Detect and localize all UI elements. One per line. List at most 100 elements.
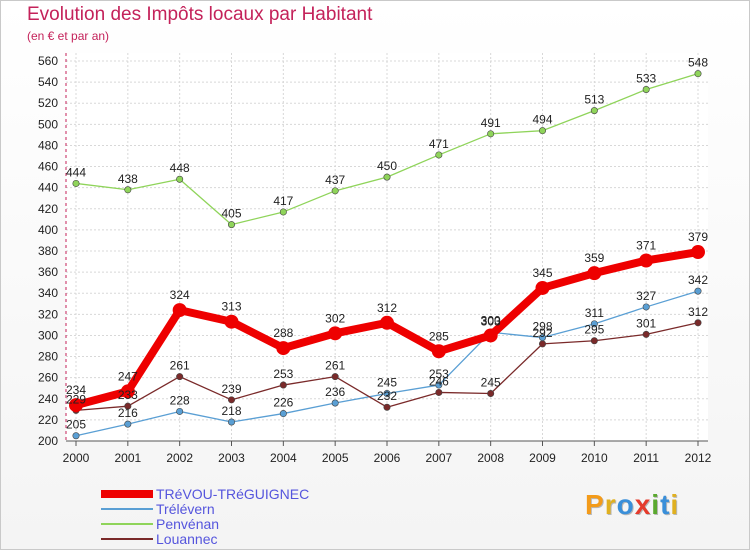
data-point xyxy=(694,319,702,327)
data-point xyxy=(72,179,80,187)
data-point xyxy=(328,326,343,341)
data-point xyxy=(383,173,391,181)
data-label: 301 xyxy=(636,316,656,330)
data-point xyxy=(694,70,702,78)
data-labels: 205 216 228 218 226 236 245 253 303 298 311 327 342 4… xyxy=(66,56,708,432)
data-point xyxy=(538,340,546,348)
data-label: 300 xyxy=(481,313,501,327)
data-point xyxy=(590,107,598,115)
data-point xyxy=(435,388,443,396)
y-tick-label: 520 xyxy=(38,96,58,110)
y-tick-label: 240 xyxy=(38,392,58,406)
logo-letter: i xyxy=(651,489,661,520)
data-point xyxy=(124,420,132,428)
data-label: 313 xyxy=(221,300,241,314)
data-label: 359 xyxy=(584,251,604,265)
data-point xyxy=(276,341,291,356)
data-label: 379 xyxy=(688,230,708,244)
data-label: 450 xyxy=(377,159,397,173)
legend-label: Trélévern xyxy=(156,501,215,517)
y-tick-label: 260 xyxy=(38,371,58,385)
data-label: 229 xyxy=(66,392,86,406)
data-point xyxy=(487,389,495,397)
data-point xyxy=(331,187,339,195)
axes: 200 220 240 260 280 300 320 340 360 380 400 420 440 4… xyxy=(38,53,712,465)
data-label: 371 xyxy=(636,239,656,253)
data-label: 246 xyxy=(429,374,449,388)
data-point xyxy=(642,86,650,94)
y-tick-label: 420 xyxy=(38,202,58,216)
data-label: 234 xyxy=(66,383,86,397)
data-point xyxy=(279,208,287,216)
data-point xyxy=(279,410,287,418)
logo-letter: t xyxy=(660,489,671,520)
data-label: 232 xyxy=(377,389,397,403)
data-label: 405 xyxy=(221,207,241,221)
x-tick-label: 2001 xyxy=(114,451,141,465)
data-label: 228 xyxy=(170,393,190,407)
data-label: 471 xyxy=(429,137,449,151)
data-point xyxy=(639,253,654,268)
x-tick-label: 2003 xyxy=(218,451,245,465)
data-point xyxy=(228,221,236,229)
data-label: 233 xyxy=(118,388,138,402)
data-point xyxy=(72,432,80,440)
y-tick-label: 320 xyxy=(38,307,58,321)
data-label: 533 xyxy=(636,72,656,86)
data-label: 303 xyxy=(481,314,501,328)
data-point xyxy=(331,399,339,407)
data-label: 218 xyxy=(221,404,241,418)
x-tick-label: 2005 xyxy=(322,451,349,465)
y-tick-label: 500 xyxy=(38,117,58,131)
y-tick-label: 280 xyxy=(38,350,58,364)
x-tick-label: 2010 xyxy=(581,451,608,465)
data-label: 438 xyxy=(118,172,138,186)
data-point xyxy=(431,344,446,359)
x-tick-label: 2009 xyxy=(529,451,556,465)
data-label: 444 xyxy=(66,165,86,179)
y-tick-label: 360 xyxy=(38,265,58,279)
data-point xyxy=(279,381,287,389)
logo-letter: r xyxy=(604,489,617,520)
y-tick-label: 480 xyxy=(38,138,58,152)
data-point xyxy=(176,175,184,183)
x-tick-label: 2000 xyxy=(63,451,90,465)
data-label: 295 xyxy=(584,323,604,337)
data-label: 298 xyxy=(532,320,552,334)
data-point xyxy=(535,280,550,295)
data-label: 494 xyxy=(532,113,552,127)
data-point xyxy=(176,373,184,381)
data-point xyxy=(124,402,132,410)
legend-label: TRéVOU-TRéGUIGNEC xyxy=(156,486,309,502)
logo-letter: x xyxy=(634,489,652,520)
data-label: 448 xyxy=(170,161,190,175)
data-point xyxy=(642,303,650,311)
logo-letter: P xyxy=(585,489,605,520)
data-point xyxy=(69,398,83,413)
data-label: 285 xyxy=(429,329,449,343)
data-label: 216 xyxy=(118,406,138,420)
data-label: 245 xyxy=(377,376,397,390)
data-point xyxy=(228,396,236,404)
series-layer xyxy=(69,70,705,440)
data-point xyxy=(694,287,702,295)
x-tick-label: 2012 xyxy=(685,451,712,465)
data-label: 491 xyxy=(481,116,501,130)
data-label: 261 xyxy=(325,359,345,373)
data-label: 345 xyxy=(532,266,552,280)
x-tick-label: 2007 xyxy=(425,451,452,465)
y-tick-label: 440 xyxy=(38,181,58,195)
data-label: 247 xyxy=(118,369,138,383)
data-point xyxy=(331,373,339,381)
legend-label: Louannec xyxy=(156,531,218,547)
data-point xyxy=(642,330,650,338)
data-point xyxy=(176,407,184,415)
data-label: 342 xyxy=(688,273,708,287)
data-label: 548 xyxy=(688,56,708,70)
data-label: 253 xyxy=(273,367,293,381)
data-label: 245 xyxy=(481,376,501,390)
data-point xyxy=(691,245,705,260)
data-point xyxy=(380,315,394,330)
